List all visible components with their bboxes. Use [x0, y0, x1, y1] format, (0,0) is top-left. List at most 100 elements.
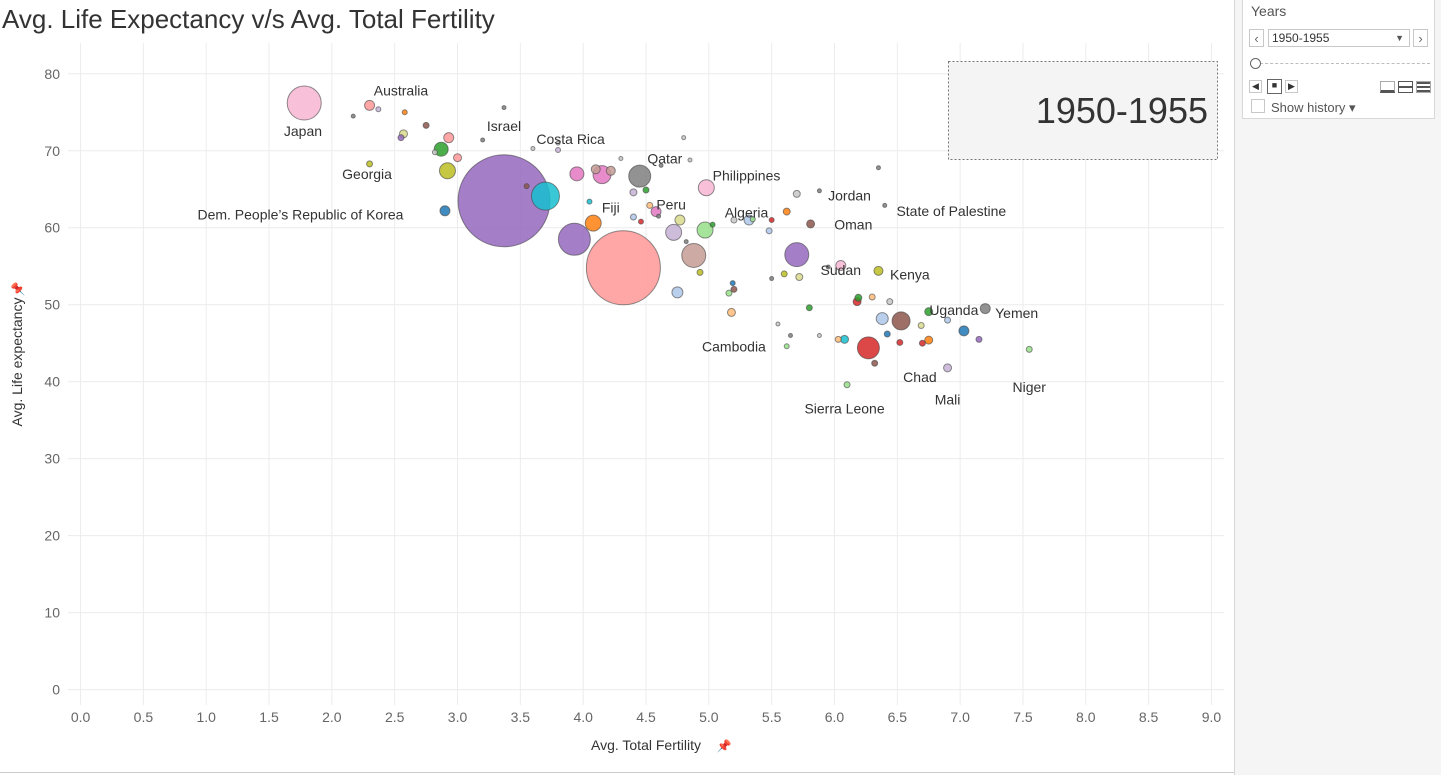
play-backward-button[interactable]: ◀ [1249, 80, 1262, 93]
data-point[interactable] [891, 311, 911, 331]
pin-icon[interactable]: 📌 [10, 281, 25, 296]
data-point[interactable] [825, 264, 831, 270]
data-point[interactable] [882, 202, 888, 208]
data-point[interactable] [726, 307, 736, 317]
data-point[interactable] [725, 289, 733, 297]
data-point[interactable] [783, 343, 790, 350]
data-point[interactable] [443, 132, 455, 144]
data-point[interactable] [681, 135, 687, 141]
data-point[interactable] [769, 276, 775, 282]
data-point[interactable] [918, 339, 926, 347]
data-point[interactable] [875, 165, 881, 171]
data-point[interactable] [569, 166, 585, 182]
data-point[interactable] [683, 239, 689, 245]
data-point[interactable] [697, 179, 715, 197]
data-point[interactable] [843, 381, 851, 389]
data-point[interactable] [590, 164, 601, 175]
previous-year-button[interactable]: ‹ [1249, 29, 1264, 47]
speed-medium-button[interactable] [1398, 81, 1413, 93]
data-point[interactable] [873, 265, 884, 276]
data-point[interactable] [629, 213, 637, 221]
data-point[interactable] [805, 304, 813, 312]
data-point[interactable] [780, 270, 788, 278]
data-point[interactable] [687, 157, 693, 163]
data-point[interactable] [397, 134, 405, 142]
data-point[interactable] [480, 137, 486, 143]
data-point[interactable] [730, 216, 738, 224]
data-point[interactable] [656, 213, 662, 219]
data-point[interactable] [585, 230, 661, 306]
data-point[interactable] [350, 113, 356, 119]
data-point[interactable] [557, 222, 591, 256]
data-point[interactable] [944, 316, 952, 324]
data-point[interactable] [674, 214, 686, 226]
data-point[interactable] [975, 335, 983, 343]
data-point[interactable] [605, 165, 616, 176]
next-year-button[interactable]: › [1413, 29, 1428, 47]
data-point[interactable] [730, 285, 738, 293]
data-point[interactable] [729, 280, 736, 287]
data-point[interactable] [530, 145, 536, 151]
speed-slow-button[interactable] [1380, 81, 1395, 93]
play-forward-button[interactable]: ▶ [1285, 80, 1298, 93]
data-point[interactable] [943, 363, 953, 373]
data-point[interactable] [453, 153, 463, 163]
data-point[interactable] [555, 146, 562, 153]
year-slider-track[interactable] [1255, 63, 1430, 64]
data-point[interactable] [924, 335, 934, 345]
data-point[interactable] [806, 219, 816, 229]
data-point[interactable] [871, 359, 879, 367]
data-point[interactable] [665, 223, 683, 241]
data-point[interactable] [924, 307, 934, 317]
data-point[interactable] [886, 298, 894, 306]
data-point[interactable] [501, 105, 507, 111]
data-point[interactable] [979, 303, 991, 315]
data-point[interactable] [366, 160, 374, 168]
data-point[interactable] [854, 293, 863, 302]
data-point[interactable] [646, 201, 654, 209]
data-point[interactable] [530, 181, 560, 211]
data-point[interactable] [658, 162, 664, 168]
data-point[interactable] [775, 321, 781, 327]
data-point[interactable] [868, 293, 876, 301]
data-point[interactable] [856, 336, 880, 360]
data-point[interactable] [749, 216, 756, 223]
data-point[interactable] [681, 242, 707, 268]
pin-icon[interactable]: 📌 [717, 738, 732, 753]
data-point[interactable] [586, 198, 593, 205]
data-point[interactable] [629, 188, 638, 197]
data-point[interactable] [765, 227, 773, 235]
data-point[interactable] [958, 325, 970, 337]
data-point[interactable] [671, 286, 684, 299]
year-slider-handle[interactable] [1250, 58, 1261, 69]
data-point[interactable] [709, 221, 716, 228]
data-point[interactable] [788, 333, 793, 339]
data-point[interactable] [696, 268, 704, 276]
show-history-label[interactable]: Show history ▾ [1271, 100, 1356, 115]
data-point[interactable] [768, 217, 775, 224]
data-point[interactable] [917, 322, 925, 330]
data-point[interactable] [584, 214, 602, 232]
data-point[interactable] [835, 259, 847, 271]
data-point[interactable] [875, 312, 889, 326]
data-point[interactable] [896, 338, 904, 346]
data-point[interactable] [696, 221, 714, 239]
data-point[interactable] [286, 85, 322, 121]
data-point[interactable] [792, 189, 801, 198]
data-point[interactable] [431, 149, 438, 156]
data-point[interactable] [795, 273, 804, 282]
stop-button[interactable]: ■ [1267, 79, 1282, 94]
data-point[interactable] [438, 162, 456, 180]
data-point[interactable] [439, 205, 451, 217]
data-point[interactable] [523, 183, 530, 190]
data-point[interactable] [816, 333, 822, 339]
data-point[interactable] [1025, 345, 1033, 353]
data-point[interactable] [834, 335, 842, 343]
year-select[interactable]: 1950-1955 ▼ [1268, 29, 1410, 47]
data-point[interactable] [375, 106, 382, 113]
data-point[interactable] [782, 207, 791, 216]
data-point[interactable] [422, 121, 430, 129]
speed-fast-button[interactable] [1416, 81, 1431, 93]
data-point[interactable] [628, 164, 652, 188]
data-point[interactable] [637, 218, 644, 225]
